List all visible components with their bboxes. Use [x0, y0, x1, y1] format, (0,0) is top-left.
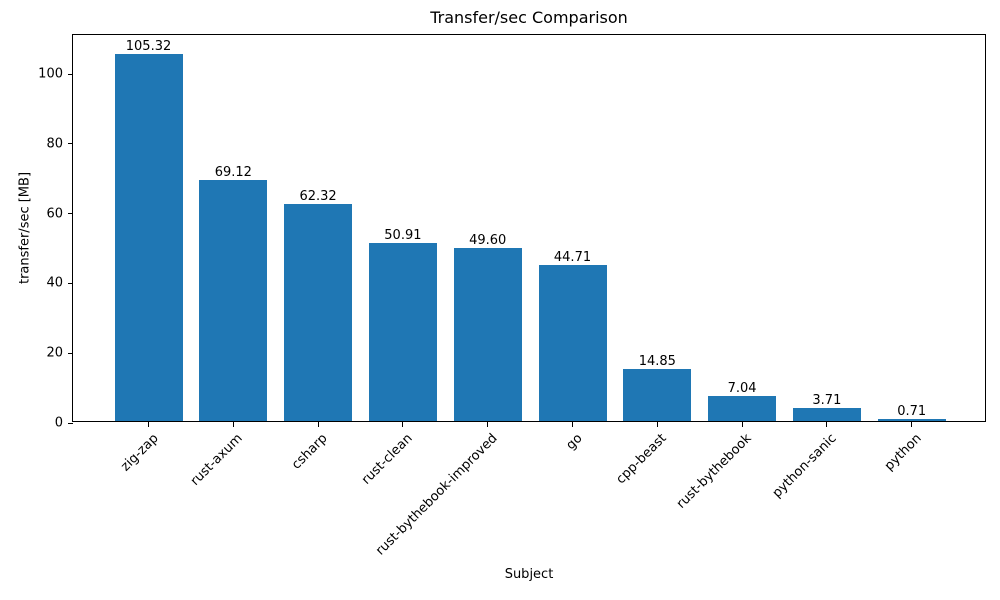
- bar: [114, 53, 183, 421]
- bar-value-label: 3.71: [812, 393, 842, 409]
- chart-title: Transfer/sec Comparison: [430, 8, 628, 27]
- x-tick-mark: [572, 422, 573, 427]
- bar: [792, 408, 861, 421]
- bar: [199, 179, 268, 421]
- y-tick-label: 60: [46, 206, 63, 222]
- bar-value-label: 44.71: [553, 249, 592, 265]
- y-tick-mark: [68, 143, 73, 145]
- x-tick-label: cpp-beast: [613, 431, 670, 488]
- bar-value-label: 49.60: [469, 232, 507, 248]
- x-tick-mark: [402, 422, 404, 427]
- bar-value-label: 69.12: [214, 164, 252, 180]
- y-tick-mark: [68, 352, 73, 354]
- x-tick-mark: [826, 422, 828, 427]
- y-tick-label: 40: [46, 275, 63, 291]
- bar-value-label: 14.85: [638, 354, 676, 370]
- bar-value-label: 7.04: [727, 381, 757, 397]
- x-tick-label: rust-clean: [358, 431, 416, 488]
- bar: [877, 418, 946, 421]
- x-tick-label: rust-bythebook: [674, 431, 755, 512]
- bar: [284, 203, 353, 421]
- x-tick-label: go: [563, 431, 586, 454]
- y-tick-mark: [68, 282, 73, 284]
- bar-value-label: 105.32: [125, 38, 172, 54]
- bar: [453, 247, 522, 421]
- bar-value-label: 62.32: [299, 188, 337, 204]
- bar-value-label: 50.91: [384, 228, 422, 244]
- bar: [538, 265, 607, 421]
- x-tick-mark: [741, 422, 743, 427]
- bar-value-label: 0.71: [897, 403, 927, 419]
- y-tick-mark: [68, 422, 73, 424]
- y-axis-label: transfer/sec [MB]: [17, 171, 33, 285]
- x-tick-label: python: [881, 431, 925, 474]
- bar: [623, 369, 692, 421]
- y-tick-label: 0: [54, 415, 63, 431]
- plot-area: 0 20 40 60 80 100 105.32 zig-zap 69.12 rust-axum 6…: [38, 34, 986, 558]
- y-tick-mark: [68, 73, 73, 75]
- y-tick-label: 100: [38, 66, 63, 82]
- x-tick-mark: [656, 422, 658, 427]
- y-tick-label: 80: [46, 136, 63, 152]
- x-tick-mark: [487, 422, 489, 427]
- y-tick-label: 20: [46, 345, 63, 361]
- x-tick-mark: [148, 422, 149, 427]
- x-tick-label: zig-zap: [117, 431, 162, 475]
- bar: [708, 396, 777, 421]
- x-tick-label: rust-axum: [188, 431, 246, 489]
- x-tick-label: python-sanic: [769, 431, 840, 501]
- x-tick-label: rust-bythebook-improved: [372, 431, 501, 559]
- x-tick-label: csharp: [289, 431, 331, 473]
- y-tick-mark: [68, 213, 73, 215]
- x-tick-mark: [911, 422, 913, 427]
- x-tick-mark: [317, 422, 319, 427]
- x-axis-label: Subject: [504, 567, 554, 582]
- bar: [368, 243, 437, 421]
- x-tick-mark: [232, 422, 234, 427]
